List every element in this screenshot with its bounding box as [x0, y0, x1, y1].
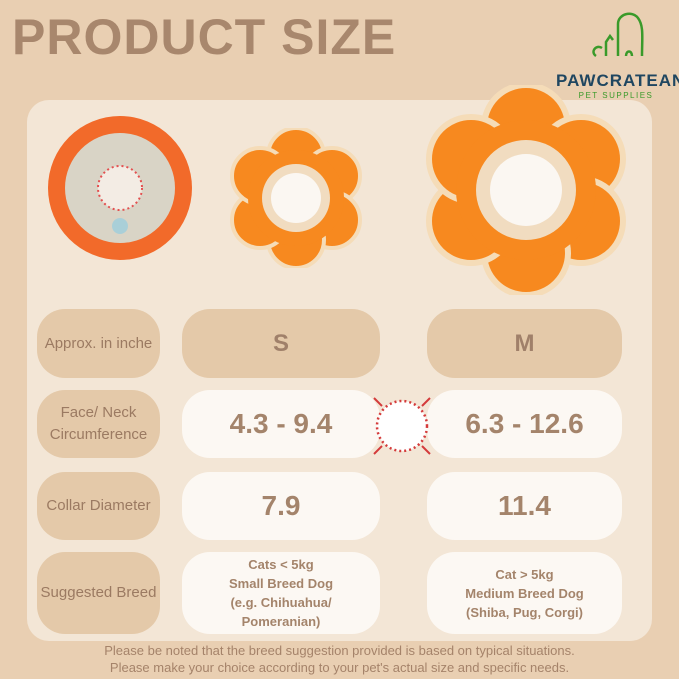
note-line-1: Please be noted that the breed suggestio… — [104, 643, 575, 658]
circumference-m: 6.3 - 12.6 — [427, 390, 622, 458]
row-label-circumference: Face/ Neck Circumference — [37, 390, 160, 458]
pet-logo-icon — [592, 12, 644, 58]
brand-logo: PAWCRATEAN PET SUPPLIES — [556, 4, 679, 100]
page-title: PRODUCT SIZE — [12, 9, 397, 65]
diameter-m: 11.4 — [427, 472, 622, 540]
size-s: S — [182, 309, 380, 378]
row-label-breed: Suggested Breed — [37, 552, 160, 634]
diameter-s: 7.9 — [182, 472, 380, 540]
note-line-2: Please make your choice according to you… — [109, 660, 570, 675]
size-m: M — [427, 309, 622, 378]
row-label-size: Approx. in inche — [37, 309, 160, 378]
breed-s-line: Pomeranian) — [241, 614, 321, 629]
breed-m: Cat > 5kg Medium Breed Dog (Shiba, Pug, … — [427, 552, 622, 634]
breed-m-line: Cat > 5kg — [495, 566, 554, 582]
collar-m-photo — [426, 85, 626, 295]
breed-s-line: Small Breed Dog — [228, 576, 334, 591]
breed-m-line: (Shiba, Pug, Corgi) — [466, 604, 583, 620]
circumference-icon — [373, 397, 431, 455]
brand-name: PAWCRATEAN — [556, 71, 679, 90]
breed-s-line: (e.g. Chihuahua/ — [230, 595, 332, 610]
row-label-diameter: Collar Diameter — [37, 472, 160, 540]
collar-s-photo — [230, 128, 362, 268]
collar-back-photo — [48, 116, 192, 260]
breed-s-line: Cats < 5kg — [248, 557, 314, 572]
breed-m-line: Medium Breed Dog — [465, 585, 584, 601]
brand-tagline: PET SUPPLIES — [578, 91, 654, 100]
breed-s: Cats < 5kg Small Breed Dog (e.g. Chihuah… — [182, 552, 380, 634]
circumference-s: 4.3 - 9.4 — [182, 390, 380, 458]
